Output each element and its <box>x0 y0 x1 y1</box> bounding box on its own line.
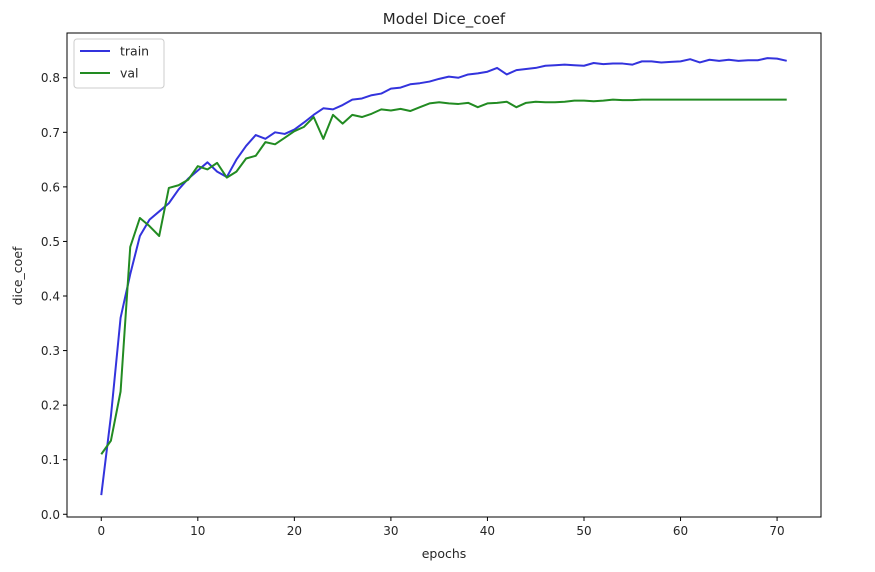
y-axis-label: dice_coef <box>10 246 25 305</box>
y-tick-label: 0.5 <box>41 235 60 249</box>
x-tick-label: 10 <box>190 524 205 538</box>
chart-title: Model Dice_coef <box>383 10 506 29</box>
series-line-val <box>100 98 787 455</box>
y-tick-label: 0.7 <box>41 126 60 140</box>
x-tick-label: 0 <box>97 524 105 538</box>
y-tick-label: 0.6 <box>41 180 60 194</box>
x-axis-label: epochs <box>422 546 467 561</box>
x-tick-label: 70 <box>769 524 784 538</box>
legend-train-label: train <box>120 44 149 59</box>
legend: train val <box>73 38 165 89</box>
y-tick-label: 0.0 <box>41 508 60 522</box>
y-tick-label: 0.4 <box>41 290 60 304</box>
x-tick-label: 60 <box>673 524 688 538</box>
legend-val-label: val <box>120 66 139 81</box>
y-axis: 0.0 0.1 0.2 0.3 0.4 0.5 0.6 0.7 0.8 <box>41 71 67 522</box>
legend-box <box>73 38 165 89</box>
y-tick-label: 0.2 <box>41 399 60 413</box>
x-tick-label: 50 <box>576 524 591 538</box>
series-layer <box>100 57 787 496</box>
y-tick-label: 0.8 <box>41 71 60 85</box>
plot-area <box>66 32 822 518</box>
y-tick-label: 0.1 <box>41 453 60 467</box>
x-tick-label: 40 <box>480 524 495 538</box>
x-tick-label: 30 <box>383 524 398 538</box>
series-line-train <box>100 57 787 496</box>
y-tick-label: 0.3 <box>41 344 60 358</box>
axes-frame <box>66 32 822 518</box>
x-axis: 0 10 20 30 40 50 60 70 <box>97 517 785 538</box>
x-tick-label: 20 <box>287 524 302 538</box>
